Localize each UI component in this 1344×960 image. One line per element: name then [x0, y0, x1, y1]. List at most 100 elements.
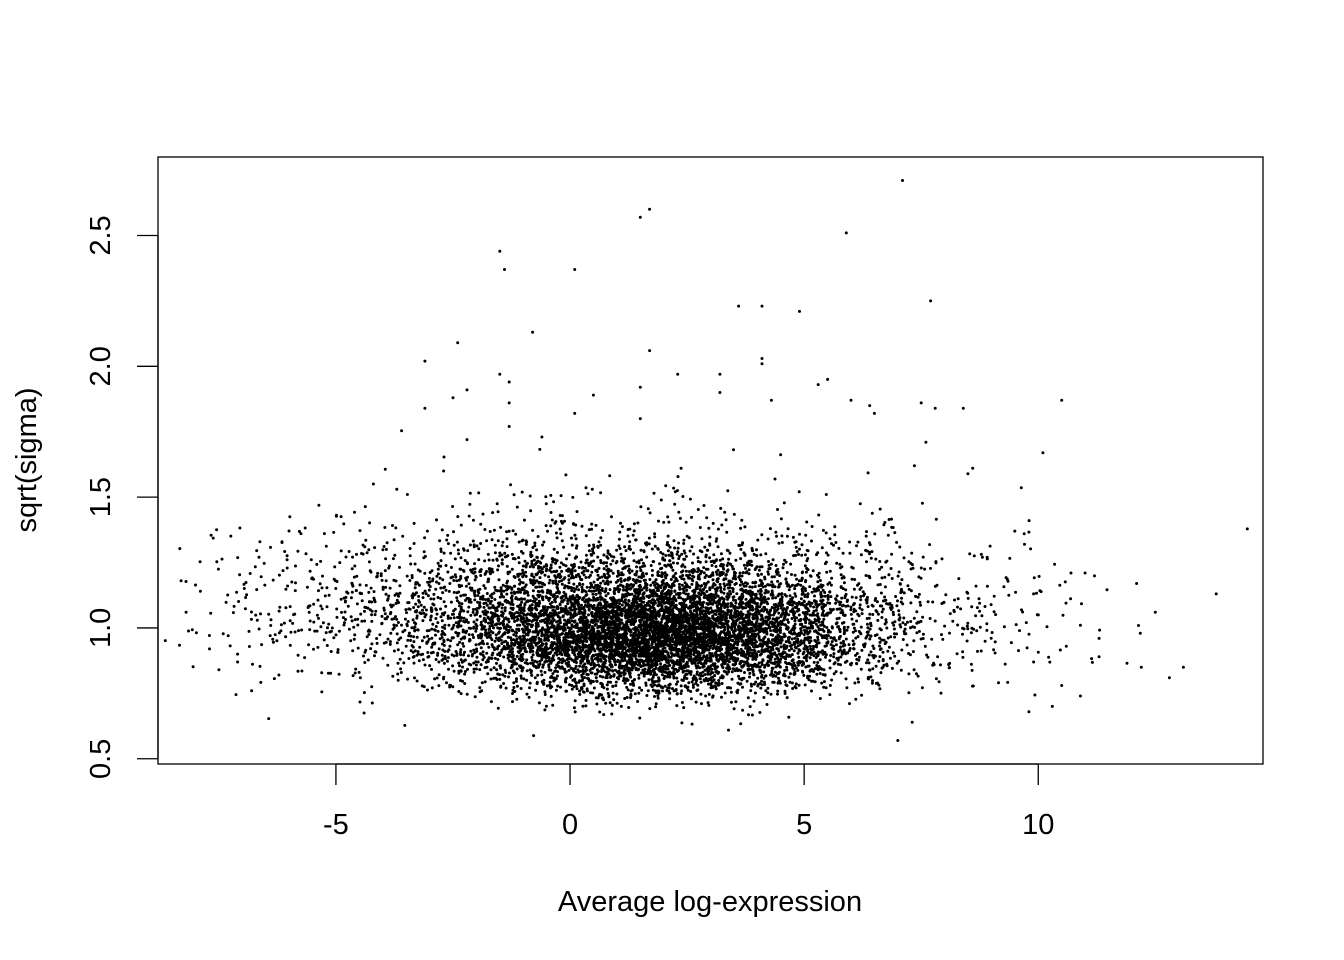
data-point: [534, 627, 538, 631]
data-point: [751, 652, 754, 656]
data-point: [491, 511, 495, 515]
data-point: [408, 547, 412, 550]
data-point: [777, 611, 781, 615]
data-point: [747, 572, 751, 576]
data-point: [215, 560, 219, 564]
data-point: [681, 574, 685, 577]
data-point: [535, 641, 539, 645]
data-point: [573, 569, 577, 573]
data-point: [871, 679, 874, 683]
data-point: [845, 628, 849, 632]
data-point: [777, 676, 780, 680]
data-point: [477, 491, 481, 495]
data-point: [901, 638, 905, 641]
data-point: [399, 671, 403, 674]
data-point: [631, 533, 635, 537]
data-point: [685, 588, 689, 592]
data-point: [773, 662, 777, 666]
data-point: [796, 582, 800, 586]
data-point: [691, 685, 695, 689]
data-point: [769, 692, 773, 696]
data-point: [678, 516, 682, 520]
data-point: [899, 668, 903, 672]
data-point: [564, 564, 568, 568]
data-point: [941, 637, 945, 641]
data-point: [815, 672, 819, 676]
data-point: [866, 658, 870, 662]
data-point: [660, 658, 664, 662]
data-point: [786, 527, 790, 531]
data-point: [855, 652, 859, 655]
data-point: [671, 687, 674, 691]
data-point: [793, 592, 797, 596]
data-point: [1105, 588, 1109, 592]
data-point: [855, 662, 859, 666]
data-point: [320, 586, 324, 590]
data-point: [514, 596, 518, 600]
data-point: [636, 700, 640, 703]
data-point: [690, 577, 694, 581]
data-point: [513, 584, 517, 588]
data-point: [898, 582, 902, 586]
data-point: [329, 650, 333, 653]
data-point: [766, 537, 770, 541]
data-point: [637, 575, 641, 579]
data-point: [692, 596, 696, 599]
data-point: [912, 616, 916, 620]
data-point: [467, 654, 470, 658]
data-point: [812, 650, 816, 654]
data-point: [674, 599, 678, 603]
data-point: [426, 634, 430, 638]
data-point: [846, 651, 850, 655]
data-point: [663, 571, 667, 575]
data-point: [363, 505, 367, 509]
data-point: [700, 612, 704, 615]
data-point: [830, 576, 834, 580]
data-point: [418, 645, 422, 649]
data-point: [589, 629, 593, 633]
data-point: [739, 722, 743, 726]
data-point: [384, 547, 388, 551]
data-point: [855, 544, 858, 548]
data-point: [738, 677, 742, 681]
data-point: [451, 685, 455, 689]
data-point: [808, 656, 812, 660]
data-point: [955, 652, 959, 656]
data-point: [841, 551, 845, 555]
data-point: [434, 633, 437, 637]
data-point: [485, 592, 489, 595]
data-point: [619, 704, 623, 708]
data-point: [1137, 624, 1140, 627]
data-point: [505, 537, 509, 541]
data-point: [919, 619, 923, 623]
data-point: [719, 506, 723, 510]
data-point: [685, 625, 688, 628]
data-point: [517, 556, 521, 560]
data-point: [452, 612, 455, 616]
data-point: [519, 608, 523, 612]
data-point: [549, 563, 553, 567]
data-point: [578, 692, 582, 696]
data-point: [417, 659, 421, 663]
data-point: [515, 684, 519, 688]
data-point: [485, 603, 489, 607]
data-point: [791, 583, 794, 587]
data-point: [919, 566, 923, 570]
data-point: [1058, 583, 1062, 587]
data-point: [421, 658, 425, 662]
data-point: [504, 686, 508, 690]
data-point: [315, 629, 319, 633]
data-point: [473, 613, 477, 617]
data-point: [983, 639, 987, 643]
data-point: [482, 618, 486, 622]
data-point: [543, 708, 547, 712]
data-point: [496, 626, 500, 630]
data-point: [555, 585, 559, 589]
data-point: [668, 559, 672, 563]
data-point: [974, 614, 978, 618]
data-point: [659, 498, 663, 502]
data-point: [404, 608, 408, 612]
data-point: [688, 497, 692, 501]
data-point: [558, 633, 562, 637]
data-point: [461, 679, 464, 683]
